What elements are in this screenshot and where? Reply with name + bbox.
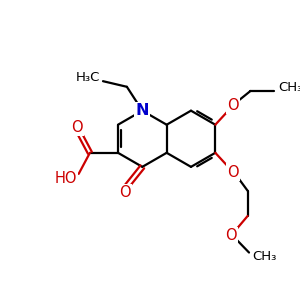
Text: O: O [225, 228, 237, 243]
Text: H₃C: H₃C [76, 71, 100, 84]
Text: O: O [71, 120, 82, 135]
Text: O: O [227, 98, 239, 113]
Text: O: O [227, 164, 239, 179]
Text: N: N [136, 103, 149, 118]
Text: CH₃: CH₃ [253, 250, 277, 263]
Text: HO: HO [54, 171, 77, 186]
Text: O: O [119, 185, 130, 200]
Text: CH₃: CH₃ [278, 81, 300, 94]
